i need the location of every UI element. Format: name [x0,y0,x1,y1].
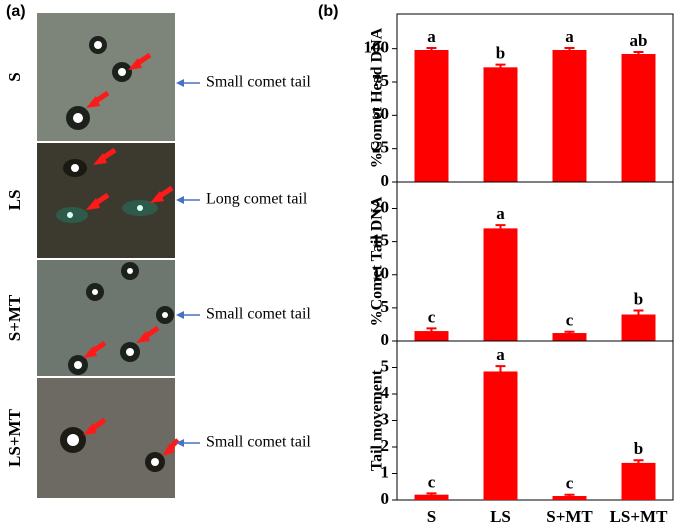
y-tick-label: 0 [381,171,390,190]
pointer-head [176,311,184,319]
error-bar [495,224,506,232]
significance-letter: b [496,44,505,63]
bar [552,496,587,500]
row-note: Small comet tail [206,434,311,451]
error-bar [426,47,437,52]
y-tick-label: 10 [372,264,389,283]
y-tick-label: 0 [381,489,390,508]
y-tick-label: 4 [381,383,390,402]
error-bar [426,492,437,497]
bar [483,371,518,500]
significance-letter: c [428,472,436,491]
y-tick-label: 5 [381,356,390,375]
significance-letter: b [634,289,643,308]
significance-letter: ab [630,31,648,50]
y-tick-label: 1 [381,462,390,481]
row-note: Small comet tail [206,74,311,91]
row-label: S+MT [5,294,24,341]
bar [483,228,518,341]
error-bar [633,459,644,466]
x-tick-label: LS+MT [610,507,669,526]
error-bar [633,309,644,319]
error-bar [495,63,506,70]
error-bar [633,51,644,56]
x-tick-label: LS [490,507,511,526]
y-tick-label: 2 [381,436,390,455]
y-tick-label: 20 [372,197,389,216]
x-tick-label: S+MT [546,507,593,526]
significance-letter: b [634,439,643,458]
row-note: Small comet tail [206,306,311,323]
significance-letter: a [496,204,505,223]
pointer-head [176,196,184,204]
significance-letter: a [427,27,436,46]
y-axis-label: %Comet Head DNA [369,27,386,168]
panel-label: (a) [6,3,26,20]
row-note: Long comet tail [206,191,308,208]
significance-letter: a [565,27,574,46]
bar [621,462,656,500]
bar [414,331,449,341]
x-tick-label: S [427,507,436,526]
y-tick-label: 25 [372,138,389,157]
error-bar [564,330,575,335]
error-bar [495,365,506,377]
row-label: LS [5,190,24,211]
y-tick-label: 75 [372,71,389,90]
y-tick-label: 50 [372,104,389,123]
bar [483,67,518,182]
row-label: S [5,72,24,81]
bar [621,54,656,182]
y-tick-label: 15 [372,231,389,250]
pointer-head [176,439,184,447]
significance-letter: c [566,474,574,493]
bar [552,50,587,182]
y-tick-label: 3 [381,409,390,428]
row-label: LS+MT [5,408,24,467]
error-bar [564,493,575,498]
y-axis-label: %Comet Tail DNA [369,196,386,326]
significance-letter: a [496,345,505,364]
panel-label: (b) [318,3,338,20]
y-tick-label: 100 [364,38,390,57]
bar [621,314,656,341]
error-bar [564,47,575,52]
bar [552,333,587,341]
micrographs [37,13,175,498]
red-arrows [83,52,180,456]
pointer-head [176,79,184,87]
bar [414,494,449,500]
bar [414,50,449,182]
significance-letter: c [566,311,574,330]
error-bar [426,327,437,334]
significance-letter: c [428,307,436,326]
panel-a-annotations: S Small comet tail LS Long comet tail S+MT Sm… [5,72,312,467]
y-axis-label: Tail movement [369,369,386,471]
y-tick-label: 0 [381,330,390,349]
y-tick-label: 5 [381,297,390,316]
